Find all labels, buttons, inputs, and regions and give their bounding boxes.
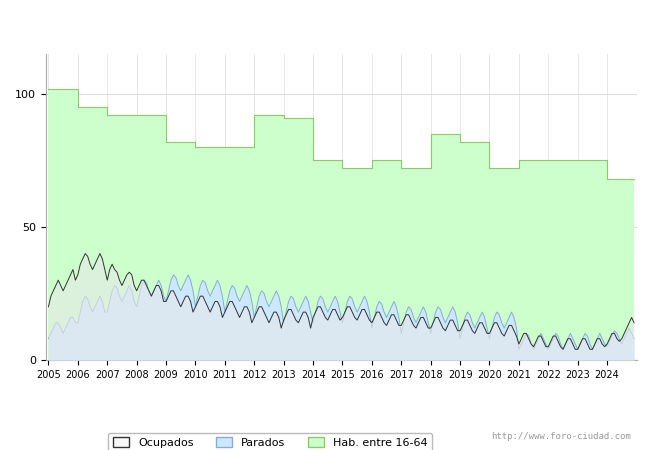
- Text: Redecilla del Camino - Evolucion de la poblacion en edad de Trabajar Noviembre d: Redecilla del Camino - Evolucion de la p…: [46, 20, 605, 30]
- Legend: Ocupados, Parados, Hab. entre 16-64: Ocupados, Parados, Hab. entre 16-64: [108, 433, 432, 450]
- Text: http://www.foro-ciudad.com: http://www.foro-ciudad.com: [491, 432, 630, 441]
